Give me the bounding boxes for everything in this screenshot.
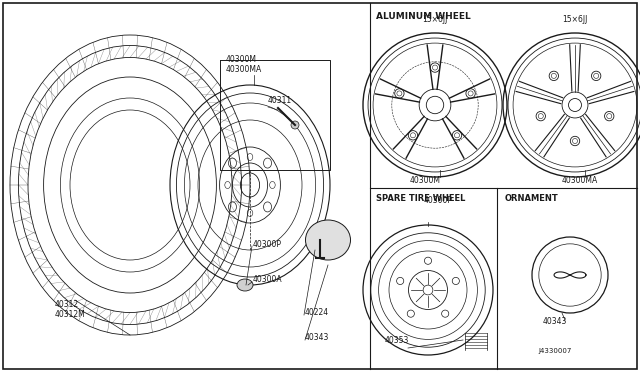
Text: 40343: 40343 — [543, 317, 567, 326]
Text: ALUMINUM WHEEL: ALUMINUM WHEEL — [376, 12, 471, 21]
Text: 40312
40312M: 40312 40312M — [55, 300, 86, 320]
Text: 40300MA: 40300MA — [562, 176, 598, 185]
Ellipse shape — [237, 279, 253, 291]
Text: 40300P: 40300P — [253, 240, 282, 249]
Text: 40224: 40224 — [305, 308, 329, 317]
Text: SPARE TIRE WHEEL: SPARE TIRE WHEEL — [376, 194, 465, 203]
Text: 40353: 40353 — [385, 336, 410, 345]
Text: 40300P: 40300P — [424, 196, 452, 205]
Text: 15×6JJ: 15×6JJ — [422, 15, 448, 24]
Text: ORNAMENT: ORNAMENT — [505, 194, 559, 203]
Text: 15×6JJ: 15×6JJ — [563, 15, 588, 24]
Text: 40311: 40311 — [268, 96, 292, 105]
Circle shape — [291, 121, 299, 129]
Text: J4330007: J4330007 — [538, 348, 572, 354]
Text: 40300M
40300MA: 40300M 40300MA — [226, 55, 262, 74]
Text: 40300A: 40300A — [253, 275, 283, 284]
Ellipse shape — [305, 220, 351, 260]
Text: 40343: 40343 — [305, 333, 330, 342]
Text: 40300M: 40300M — [410, 176, 440, 185]
